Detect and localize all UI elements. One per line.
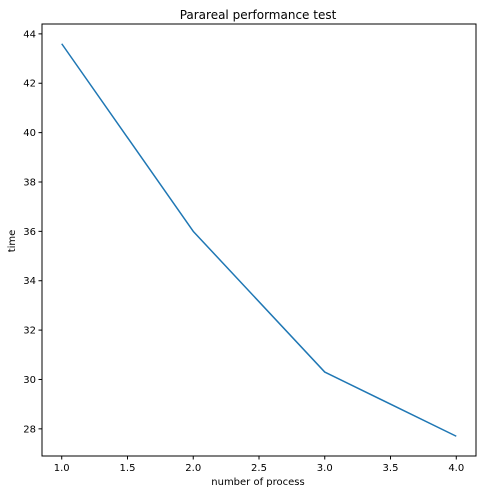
y-tick-label: 28 <box>23 424 36 435</box>
plot-frame <box>41 23 477 457</box>
x-tick-label: 3.0 <box>317 463 333 474</box>
chart-title: Parareal performance test <box>180 8 337 22</box>
y-tick-label: 38 <box>23 177 36 188</box>
x-tick-label: 2.5 <box>251 463 267 474</box>
x-axis-ticks: 1.0 1.5 2.0 2.5 3.0 3.5 4.0 <box>54 456 464 474</box>
x-tick-label: 1.5 <box>120 463 136 474</box>
x-tick-label: 1.0 <box>54 463 70 474</box>
y-axis-ticks: 28 30 32 34 36 38 40 42 44 <box>23 29 42 435</box>
data-series-group <box>61 43 457 437</box>
y-axis-label: time <box>7 230 18 253</box>
x-tick-label: 4.0 <box>448 463 464 474</box>
y-tick-label: 30 <box>23 375 36 386</box>
y-tick-label: 34 <box>23 276 36 287</box>
y-tick-label: 44 <box>23 29 36 40</box>
x-axis-label: number of process <box>211 477 304 488</box>
x-tick-label: 3.5 <box>383 463 399 474</box>
y-tick-label: 40 <box>23 128 36 139</box>
x-tick-label: 2.0 <box>185 463 201 474</box>
y-tick-label: 32 <box>23 326 36 337</box>
series-line <box>61 43 457 437</box>
y-tick-label: 42 <box>23 79 36 90</box>
y-tick-label: 36 <box>23 227 36 238</box>
